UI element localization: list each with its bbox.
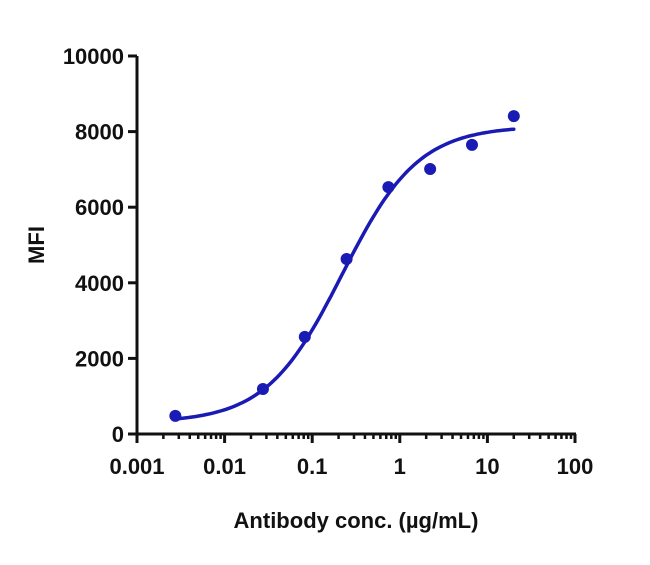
- x-tick-label: 1: [394, 454, 406, 479]
- data-point: [169, 409, 182, 422]
- fit-curve: [173, 127, 516, 421]
- y-axis: 0 2000 4000 6000 8000 10000: [63, 44, 139, 447]
- x-tick-label: 0.001: [109, 454, 164, 479]
- data-point: [382, 181, 395, 194]
- data-points: [169, 110, 520, 422]
- data-point: [298, 330, 311, 343]
- y-tick-label: 8000: [75, 120, 124, 145]
- x-axis-title: Antibody conc. (µg/mL): [234, 508, 479, 533]
- y-tick-label: 2000: [75, 346, 124, 371]
- data-point: [424, 163, 437, 176]
- y-axis-title: MFI: [24, 226, 49, 264]
- data-point: [256, 383, 269, 396]
- data-point: [465, 138, 478, 151]
- y-tick-label: 10000: [63, 44, 124, 69]
- data-point: [340, 252, 353, 265]
- x-tick-label: 100: [557, 454, 594, 479]
- y-tick-label: 4000: [75, 271, 124, 296]
- x-tick-label: 0.01: [203, 454, 246, 479]
- y-tick-label: 6000: [75, 195, 124, 220]
- data-point: [507, 110, 520, 123]
- x-tick-label: 0.1: [297, 454, 328, 479]
- x-tick-label: 10: [475, 454, 499, 479]
- y-tick-label: 0: [112, 422, 124, 447]
- x-axis: 0.001 0.01 0.1 1 10 100: [109, 432, 594, 479]
